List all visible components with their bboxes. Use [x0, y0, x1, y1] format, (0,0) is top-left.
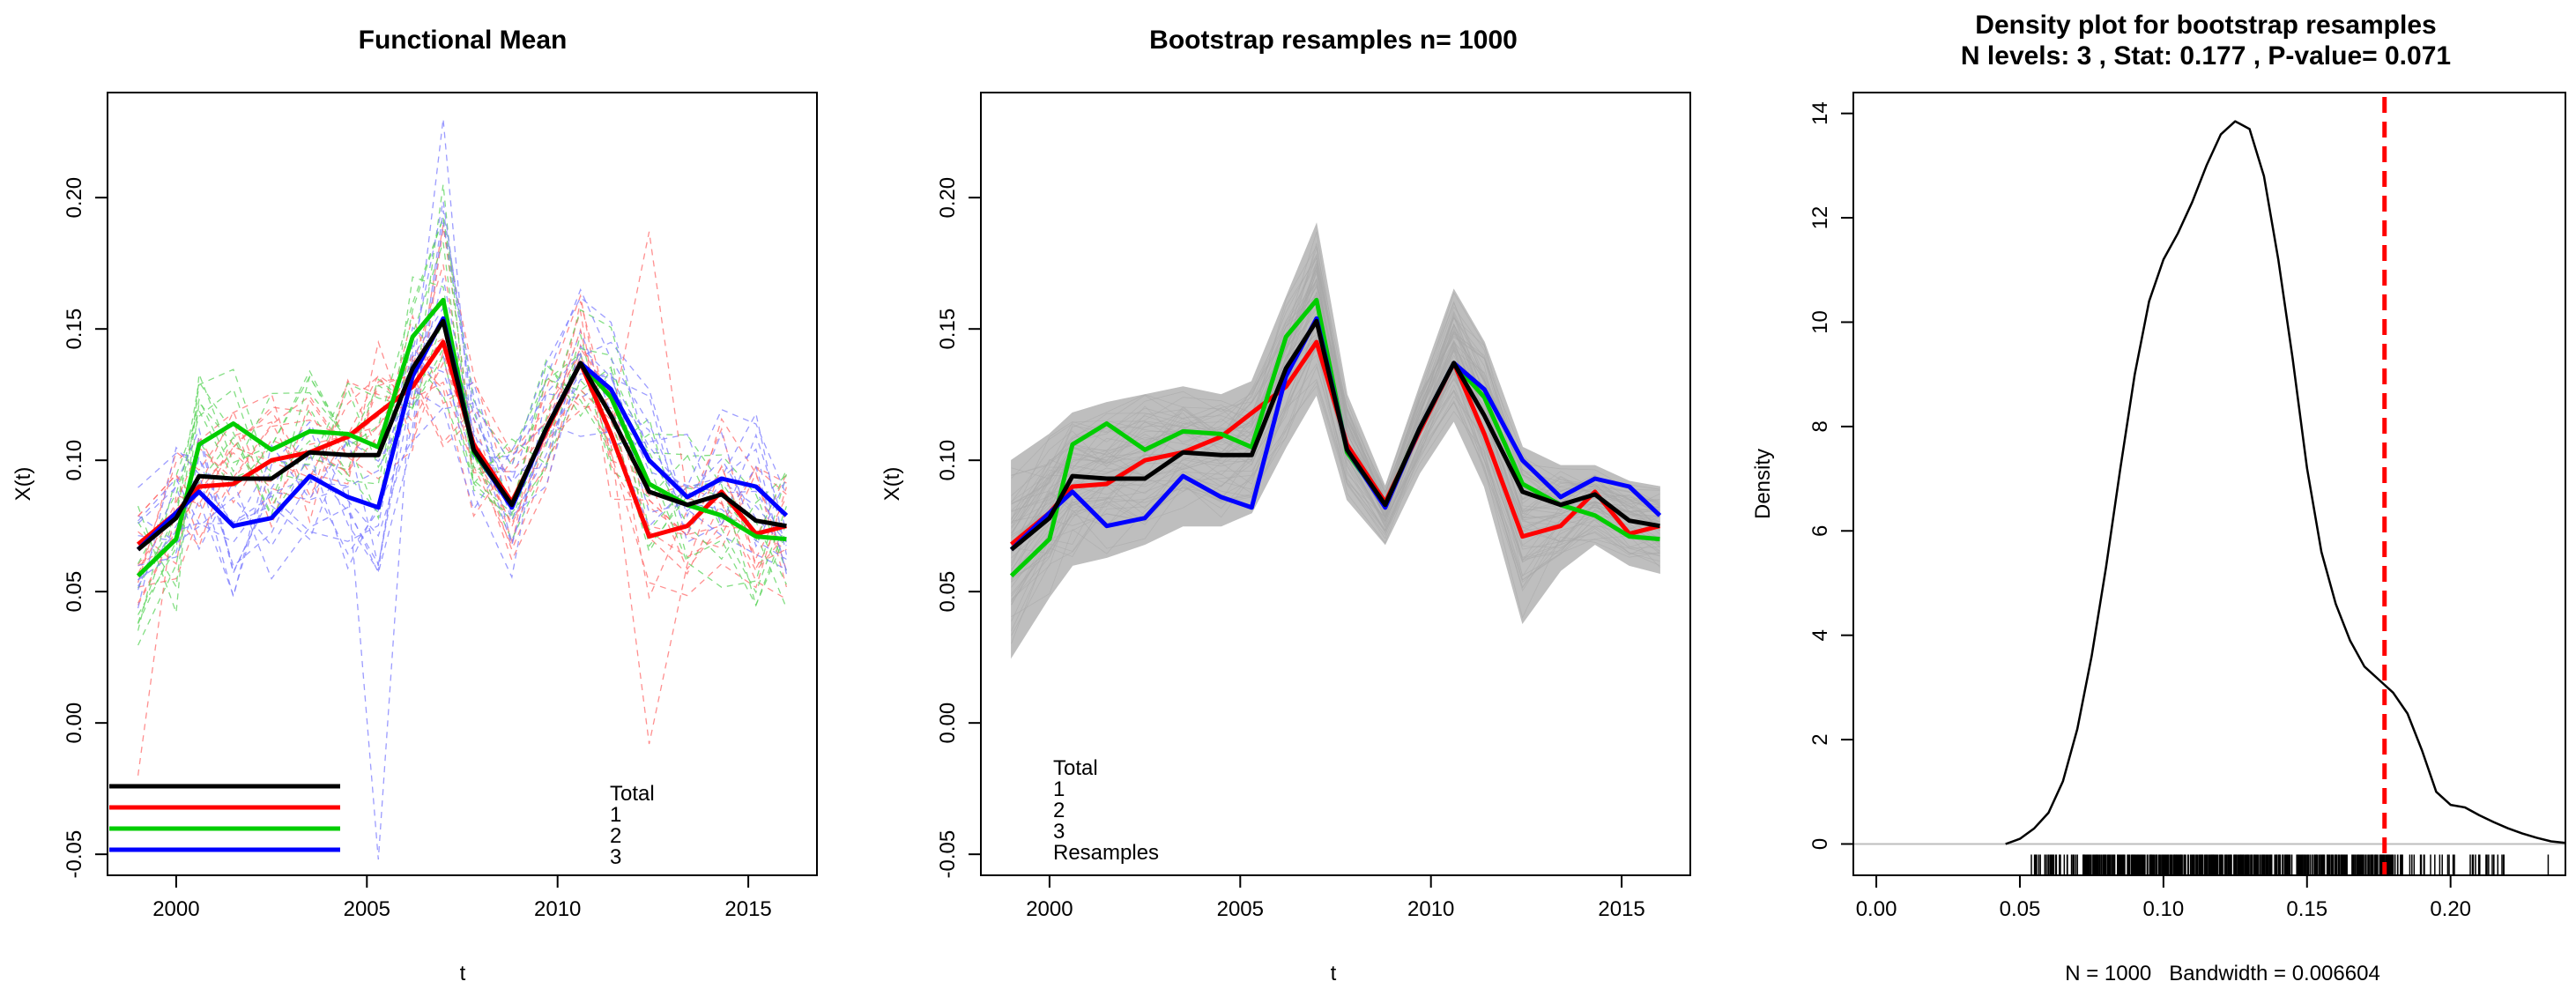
panel2-x-tick-label: 2000	[1026, 897, 1073, 921]
sample-curve-extreme	[137, 231, 787, 574]
panel3-x-label: N = 1000 Bandwidth = 0.006604	[2065, 962, 2380, 985]
legend-label-Total: Total	[610, 782, 655, 806]
sample-curve-group-3	[137, 359, 787, 567]
legend-label-Total: Total	[1053, 756, 1098, 780]
panel2-x-tick-label: 2005	[1217, 897, 1264, 921]
panel2-mean-curves	[1009, 297, 1662, 578]
panel3-x-tick-label: 0.10	[2143, 897, 2185, 921]
panel3-y-tick-label: 14	[1808, 101, 1832, 125]
panel3-y-tick-label: 8	[1808, 420, 1832, 432]
legend-label-1: 1	[610, 803, 621, 827]
sample-curve-group-3	[137, 210, 788, 598]
panel3-density-plot	[1852, 92, 2566, 876]
legend-label-3: 3	[610, 845, 621, 869]
panel-density: Density plot for bootstrap resamples N l…	[1751, 11, 2566, 985]
panel2-y-tick-label: 0.10	[936, 440, 960, 481]
panel3-y-tick-label: 6	[1808, 525, 1832, 537]
panel2-x-tick-label: 2010	[1407, 897, 1454, 921]
panel3-x-tick-label: 0.05	[2000, 897, 2041, 921]
panel2-title: Bootstrap resamples n= 1000	[1149, 26, 1518, 55]
panel2-x-ticks: 2000 2005 2010 2015	[1026, 875, 1645, 921]
series-line-Total	[137, 318, 787, 552]
resample-band	[1011, 222, 1660, 659]
panel2-x-tick-label: 2015	[1598, 897, 1644, 921]
sample-curve-group-2	[137, 184, 787, 646]
panel2-y-label: X(t)	[880, 467, 904, 502]
panel3-x-tick-label: 0.20	[2430, 897, 2471, 921]
panel1-y-ticks: -0.05 0.00 0.05 0.10 0.15 0.20	[63, 177, 108, 879]
sample-curve-extreme	[137, 306, 787, 860]
panel2-y-ticks: -0.05 0.00 0.05 0.10 0.15 0.20	[936, 177, 981, 879]
panel1-y-tick-label: 0.05	[63, 571, 86, 613]
panel3-title: Density plot for bootstrap resamples	[1975, 11, 2436, 40]
panel3-y-label: Density	[1751, 449, 1775, 519]
series-line-Total	[1010, 318, 1660, 552]
panel3-y-tick-label: 4	[1808, 629, 1832, 641]
density-curve	[2005, 120, 2566, 845]
sample-curve-group-3	[137, 222, 787, 581]
panel2-plot-frame	[980, 92, 1691, 876]
panel1-y-label: X(t)	[11, 467, 35, 502]
panel1-title: Functional Mean	[359, 26, 568, 55]
panel1-y-tick-label: 0.10	[63, 440, 86, 481]
sample-curve-group-3	[137, 376, 788, 580]
panel3-plot-frame	[1852, 92, 2566, 876]
legend-label-1: 1	[1053, 777, 1065, 801]
panel1-x-tick-label: 2010	[534, 897, 581, 921]
panel1-x-label: t	[460, 962, 466, 985]
panel1-plot-frame	[107, 92, 818, 876]
panel1-x-tick-label: 2000	[152, 897, 199, 921]
sample-curve-group-2	[137, 334, 788, 607]
resample-curve	[1011, 348, 1660, 588]
resample-curve	[1011, 360, 1660, 606]
panel3-y-ticks: 0 2 4 6 8 10 12 14	[1808, 101, 1853, 850]
panel1-y-tick-label: 0.00	[63, 703, 86, 744]
resample-curve	[1011, 378, 1660, 595]
resample-curve	[1011, 271, 1660, 549]
sample-curve-group-1	[137, 346, 787, 566]
sample-curve-group-2	[137, 242, 788, 623]
sample-curve-group-2	[137, 354, 787, 631]
legend-label-2: 2	[610, 824, 621, 848]
panel-functional-mean: Functional Mean 2000 2005 2010 2015 -0.05 0.…	[11, 26, 818, 985]
panel3-x-tick-label: 0.00	[1856, 897, 1897, 921]
panel3-y-tick-label: 12	[1808, 206, 1832, 230]
panel1-x-ticks: 2000 2005 2010 2015	[152, 875, 772, 921]
resample-curve	[1011, 231, 1660, 517]
panel1-y-tick-label: 0.15	[63, 309, 86, 350]
rug-marks	[2030, 854, 2550, 876]
panel2-y-tick-label: -0.05	[936, 830, 960, 879]
resample-curve	[1011, 290, 1660, 567]
panel1-x-tick-label: 2005	[344, 897, 390, 921]
panel3-y-tick-label: 0	[1808, 838, 1832, 850]
panel1-y-tick-label: -0.05	[63, 830, 86, 879]
resample-curve	[1011, 278, 1660, 552]
panel1-x-tick-label: 2015	[724, 897, 771, 921]
resample-curve	[1011, 265, 1660, 547]
legend-label-3: 3	[1053, 820, 1065, 844]
panel3-subtitle: N levels: 3 , Stat: 0.177 , P-value= 0.0…	[1961, 41, 2451, 71]
panel3-y-tick-label: 2	[1808, 733, 1832, 745]
legend-label-Resamples: Resamples	[1053, 841, 1159, 865]
panel1-y-tick-label: 0.20	[63, 177, 86, 219]
resample-curve	[1011, 381, 1660, 601]
panel2-y-tick-label: 0.05	[936, 571, 960, 613]
panel2-x-label: t	[1331, 962, 1337, 985]
sample-curve-extreme	[137, 338, 787, 745]
panel3-y-tick-label: 10	[1808, 310, 1832, 334]
panel2-y-tick-label: 0.20	[936, 177, 960, 219]
legend-label-2: 2	[1053, 799, 1065, 822]
panel3-x-ticks: 0.00 0.05 0.10 0.15 0.20	[1856, 875, 2471, 921]
sample-curve-group-3	[137, 201, 787, 575]
panel-bootstrap-resamples: Bootstrap resamples n= 1000 2000 2005 2010…	[880, 26, 1691, 985]
panel3-x-tick-label: 0.15	[2286, 897, 2327, 921]
panel2-y-tick-label: 0.15	[936, 309, 960, 350]
panel2-y-tick-label: 0.00	[936, 703, 960, 744]
panel1-mean-curves	[136, 297, 789, 578]
